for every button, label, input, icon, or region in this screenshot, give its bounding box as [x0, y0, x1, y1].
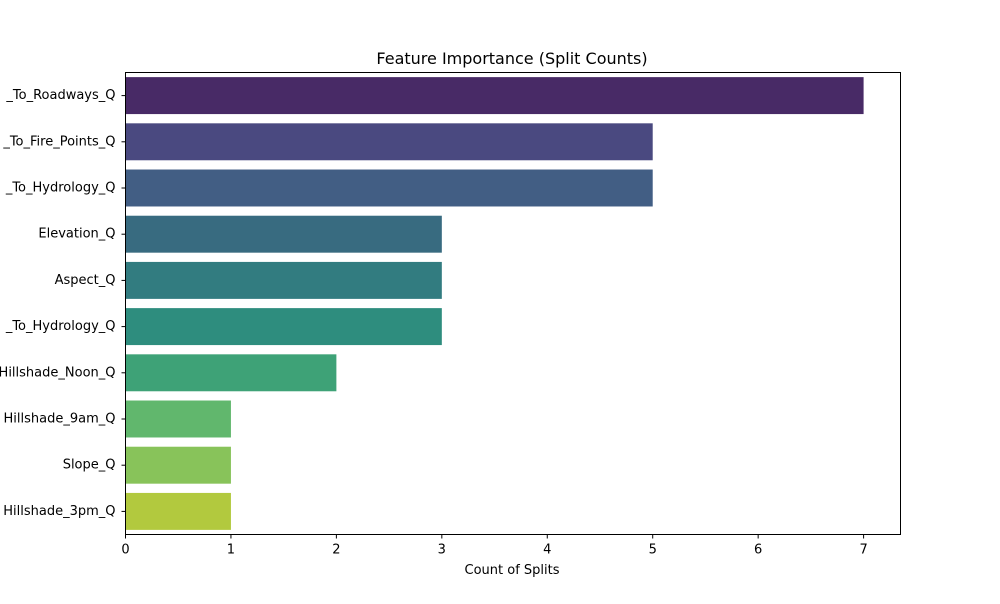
y-tick-label: _To_Hydrology_Q	[5, 181, 116, 196]
bar	[125, 492, 231, 530]
bar	[125, 261, 442, 299]
x-tick-label: 3	[438, 543, 446, 558]
bar	[125, 446, 231, 484]
x-axis-ticks: 0 1 2 3 4 5 6 7	[121, 534, 868, 558]
y-tick-label: Hillshade_9am_Q	[4, 412, 116, 427]
x-axis-title: Count of Splits	[465, 563, 560, 578]
y-tick-label: _To_Roadways_Q	[5, 88, 115, 103]
x-tick-label: 2	[332, 543, 340, 558]
bar	[125, 123, 653, 161]
x-tick-label: 6	[754, 543, 762, 558]
x-tick-label: 1	[227, 543, 235, 558]
plot-area-frame	[125, 72, 901, 535]
bar	[125, 77, 864, 115]
y-tick-label: Slope_Q	[63, 458, 116, 473]
x-tick-label: 4	[543, 543, 551, 558]
x-tick-label: 5	[649, 543, 657, 558]
y-tick-label: _To_Fire_Points_Q	[2, 134, 115, 149]
y-tick-label: Hillshade_3pm_Q	[3, 504, 115, 519]
bar	[125, 400, 231, 438]
x-tick-label: 0	[121, 543, 129, 558]
y-tick-label: Aspect_Q	[55, 273, 116, 288]
y-tick-label: Hillshade_Noon_Q	[0, 365, 116, 380]
bar	[125, 308, 442, 346]
bar	[125, 354, 337, 392]
y-axis-ticks: _To_Roadways_Q _To_Fire_Points_Q _To_Hydro…	[0, 88, 126, 519]
bar	[125, 169, 653, 207]
y-tick-label: Elevation_Q	[38, 227, 115, 242]
chart-title: Feature Importance (Split Counts)	[376, 49, 647, 68]
x-tick-label: 7	[859, 543, 867, 558]
bar	[125, 215, 442, 253]
bars-group	[125, 77, 864, 530]
y-tick-label: _To_Hydrology_Q	[5, 319, 116, 334]
